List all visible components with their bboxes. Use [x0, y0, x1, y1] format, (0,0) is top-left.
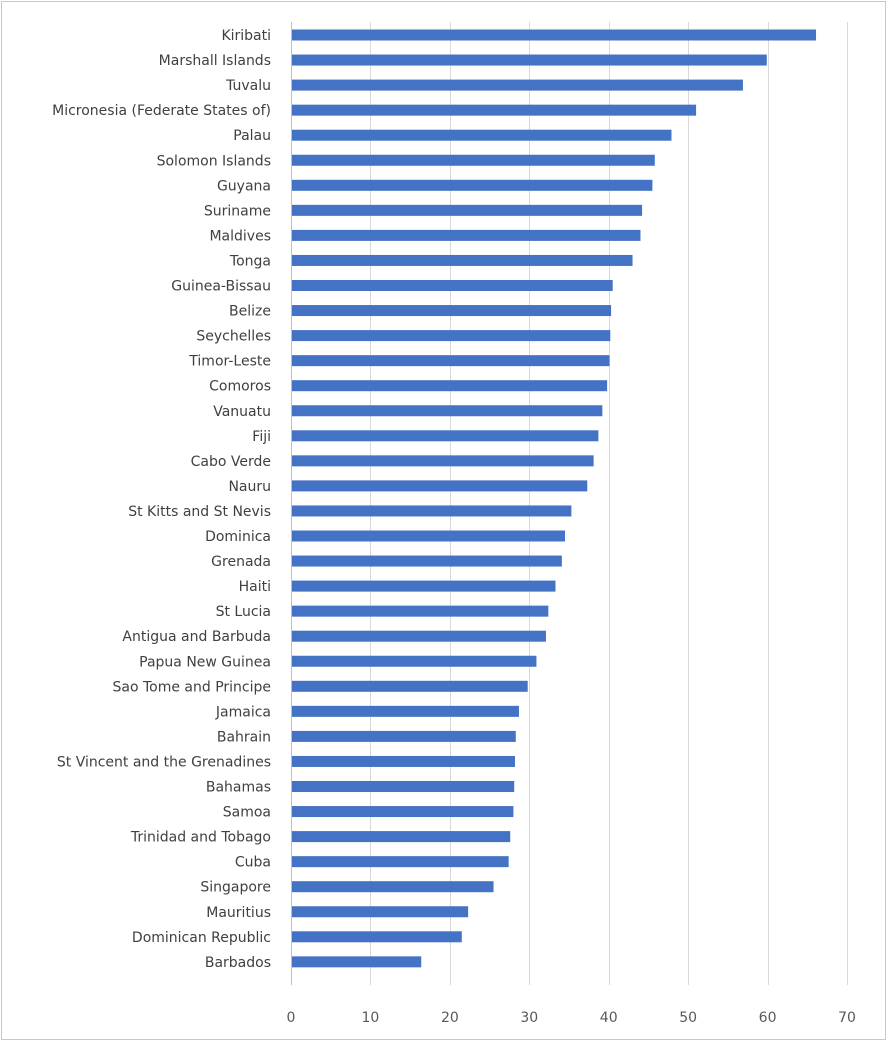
x-tick-label: 60	[759, 1010, 777, 1026]
category-label: Timor-Leste	[188, 354, 271, 370]
category-label: St Lucia	[216, 604, 271, 620]
bar	[292, 530, 566, 542]
category-label: Grenada	[211, 554, 271, 570]
bar	[292, 630, 546, 642]
category-label: Guyana	[217, 178, 271, 194]
bar	[292, 906, 469, 918]
category-label: Bahamas	[206, 780, 271, 796]
bar	[292, 480, 588, 492]
bar	[292, 129, 672, 141]
bar	[292, 755, 515, 767]
bar	[292, 380, 608, 392]
bar	[292, 280, 613, 291]
category-label: Antigua and Barbuda	[122, 629, 271, 645]
bar	[292, 29, 817, 41]
x-tick-label: 70	[838, 1010, 856, 1026]
x-tick-label: 30	[520, 1010, 538, 1026]
category-label: Singapore	[200, 880, 271, 896]
bar	[292, 455, 594, 467]
bar	[292, 730, 516, 742]
category-label: Maldives	[209, 228, 271, 244]
bar	[292, 680, 528, 692]
bar	[292, 254, 633, 266]
category-label: Vanuatu	[213, 404, 271, 420]
bar	[292, 580, 556, 592]
category-label: Sao Tome and Principe	[112, 679, 271, 695]
category-label: Palau	[233, 128, 271, 144]
category-label: Jamaica	[215, 704, 271, 720]
category-label: Guinea-Bissau	[171, 279, 271, 295]
bar	[292, 505, 572, 517]
bar	[292, 806, 514, 818]
bar	[292, 305, 612, 317]
bar	[292, 104, 697, 116]
category-label: St Kitts and St Nevis	[128, 504, 271, 520]
bar	[292, 154, 655, 166]
category-label: Solomon Islands	[157, 153, 271, 169]
category-label: Trinidad and Tobago	[130, 830, 271, 846]
x-tick-labels: 0 10 20 30 40 50 60 70	[287, 1010, 856, 1026]
category-labels: Kiribati Marshall Islands Tuvalu Micronesia…	[52, 28, 271, 971]
category-label: Cabo Verde	[191, 454, 271, 470]
category-label: Belize	[229, 304, 271, 320]
category-label: Comoros	[209, 379, 271, 395]
category-label: Haiti	[239, 579, 271, 595]
bar	[292, 931, 462, 943]
bar	[292, 229, 641, 241]
x-tick-label: 0	[287, 1010, 296, 1026]
category-label: Dominican Republic	[132, 930, 271, 946]
bar	[292, 831, 511, 843]
bar	[292, 705, 519, 717]
category-label: Marshall Islands	[159, 53, 271, 69]
bar	[292, 330, 611, 342]
category-label: Tuvalu	[225, 78, 271, 94]
category-label: St Vincent and the Grenadines	[57, 754, 271, 770]
category-label: Samoa	[223, 805, 271, 821]
category-label: Dominica	[205, 529, 271, 545]
x-tick-label: 10	[362, 1010, 380, 1026]
category-label: Mauritius	[206, 905, 271, 921]
bar	[292, 54, 767, 66]
bar	[292, 605, 549, 617]
bar	[292, 79, 743, 91]
bar	[292, 405, 603, 417]
bars	[292, 29, 817, 968]
category-label: Nauru	[228, 479, 271, 495]
category-label: Papua New Guinea	[139, 654, 271, 670]
bar	[292, 881, 494, 893]
x-tick-label: 50	[679, 1010, 697, 1026]
bar	[292, 781, 515, 792]
category-label: Tonga	[229, 253, 271, 269]
bar	[292, 555, 562, 567]
bar	[292, 204, 643, 216]
category-label: Cuba	[235, 855, 271, 871]
bar	[292, 655, 537, 667]
category-label: Suriname	[204, 203, 271, 219]
bar	[292, 355, 610, 367]
category-label: Micronesia (Federate States of)	[52, 103, 271, 119]
bar	[292, 856, 509, 868]
category-label: Seychelles	[196, 329, 271, 345]
category-label: Barbados	[205, 955, 271, 971]
bar	[292, 956, 422, 968]
x-tick-label: 40	[600, 1010, 618, 1026]
category-label: Kiribati	[221, 28, 271, 44]
bar	[292, 430, 599, 442]
category-label: Bahrain	[217, 729, 271, 745]
x-tick-label: 20	[441, 1010, 459, 1026]
bar	[292, 179, 653, 191]
category-label: Fiji	[252, 429, 271, 445]
